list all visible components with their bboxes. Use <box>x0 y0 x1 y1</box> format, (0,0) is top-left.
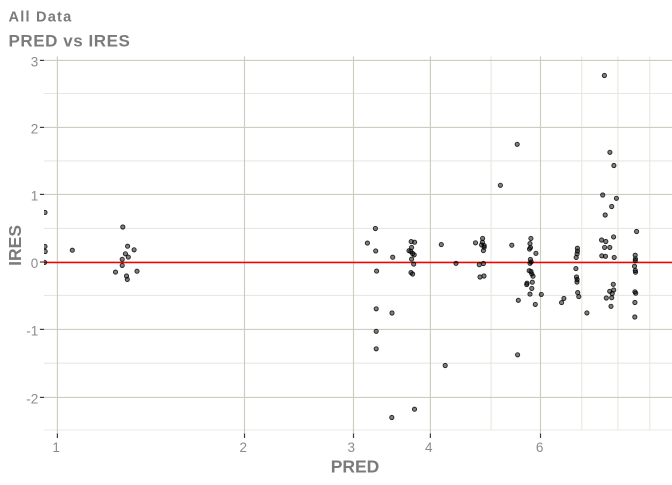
svg-text:6: 6 <box>536 440 544 455</box>
svg-text:3: 3 <box>347 440 355 455</box>
svg-text:PRED vs IRES: PRED vs IRES <box>9 32 131 51</box>
svg-text:All Data: All Data <box>9 9 73 25</box>
svg-text:1: 1 <box>52 440 60 455</box>
svg-text:0: 0 <box>31 256 39 271</box>
svg-text:2: 2 <box>31 121 39 136</box>
svg-text:-2: -2 <box>26 391 38 406</box>
svg-text:2: 2 <box>240 440 248 455</box>
svg-text:PRED: PRED <box>331 456 380 476</box>
svg-text:1: 1 <box>31 188 39 203</box>
svg-text:-1: -1 <box>26 323 38 338</box>
svg-text:4: 4 <box>425 440 433 455</box>
svg-text:IRES: IRES <box>5 225 25 266</box>
svg-text:3: 3 <box>31 54 39 69</box>
